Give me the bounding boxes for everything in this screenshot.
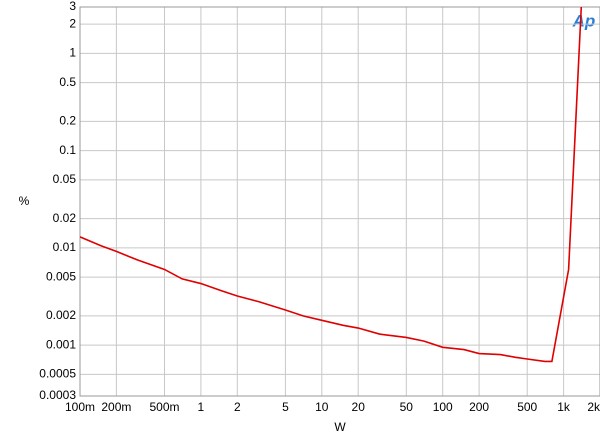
x-tick-label: 1 xyxy=(198,400,205,414)
y-tick-label: 0.01 xyxy=(53,240,77,254)
y-tick-label: 0.2 xyxy=(59,114,76,128)
plot-frame xyxy=(79,6,600,397)
x-tick-label: 200m xyxy=(101,400,131,414)
x-tick-label: 500m xyxy=(149,400,179,414)
x-tick-label: 2 xyxy=(234,400,241,414)
x-tick-label: 100 xyxy=(433,400,453,414)
x-tick-label: 20 xyxy=(352,400,366,414)
y-axis-label: % xyxy=(19,194,30,208)
y-tick-label: 0.001 xyxy=(46,337,76,351)
x-tick-label: 5 xyxy=(282,400,289,414)
y-tick-label: 0.1 xyxy=(59,143,76,157)
y-tick-label: 0.5 xyxy=(59,75,76,89)
x-axis-label: W xyxy=(334,420,346,434)
y-tick-label: 0.02 xyxy=(53,211,77,225)
x-tick-label: 100m xyxy=(65,400,95,414)
y-tick-label: 0.002 xyxy=(46,308,76,322)
logo: Ap xyxy=(572,11,596,30)
x-tick-label: 50 xyxy=(400,400,414,414)
y-tick-label: 1 xyxy=(69,46,76,60)
data-line xyxy=(80,7,583,363)
y-tick-label: 0.05 xyxy=(53,172,77,186)
x-tick-label: 500 xyxy=(517,400,537,414)
y-tick-label: 0.0005 xyxy=(39,367,76,381)
y-tick-label: 0.005 xyxy=(46,269,76,283)
x-tick-label: 10 xyxy=(315,400,329,414)
x-tick-label: 1k xyxy=(557,400,571,414)
x-tick-label: 2k xyxy=(587,400,600,414)
y-tick-label: 2 xyxy=(69,16,76,30)
y-tick-label: 0.0003 xyxy=(39,388,76,402)
x-tick-label: 200 xyxy=(469,400,489,414)
y-tick-label: 3 xyxy=(69,0,76,13)
